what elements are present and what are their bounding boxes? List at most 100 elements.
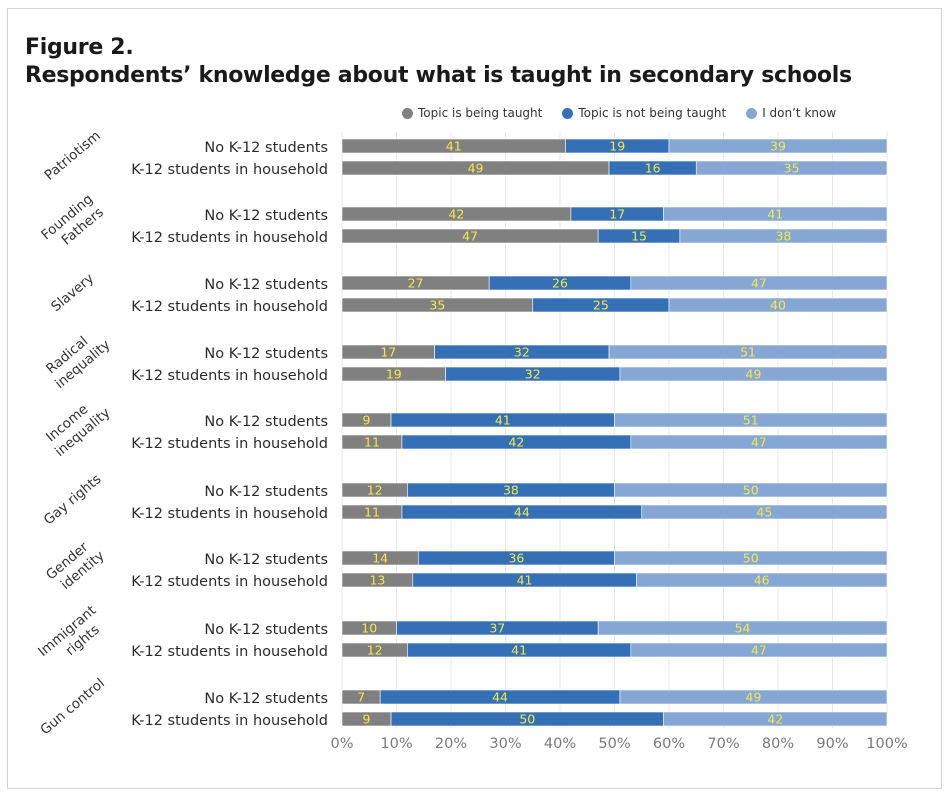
row-label: K-12 students in household (131, 644, 328, 660)
topic-label-line: Patriotism (41, 128, 103, 184)
legend-label-taught: Topic is being taught (418, 106, 543, 120)
bar-value-label: 44 (514, 505, 530, 520)
bar-segment (614, 412, 888, 428)
bar-segment (695, 160, 888, 176)
bar-value-label: 42 (767, 712, 783, 727)
row-label: No K-12 students (204, 140, 328, 156)
figure-card (7, 8, 942, 789)
bar-value-label: 32 (514, 345, 530, 360)
bar-value-label: 38 (503, 483, 519, 498)
topic-label: Slavery (48, 270, 97, 315)
bar-value-label: 50 (743, 551, 759, 566)
bar-value-label: 11 (364, 435, 380, 450)
row-label: No K-12 students (204, 414, 328, 430)
figure-number: Figure 2. (25, 35, 134, 60)
row-label: K-12 students in household (131, 368, 328, 384)
row-label: K-12 students in household (131, 713, 328, 729)
x-tick-label: 0% (330, 736, 353, 752)
legend-label-dont-know: I don’t know (762, 106, 837, 120)
bar-segment (597, 620, 888, 636)
bar-value-label: 41 (767, 207, 783, 222)
bar-value-label: 42 (508, 435, 524, 450)
bar-value-label: 51 (743, 413, 759, 428)
bar-value-label: 46 (754, 573, 770, 588)
bar-value-label: 35 (429, 298, 445, 313)
bar-segment (608, 344, 888, 360)
bar-value-label: 41 (495, 413, 511, 428)
figure-title: Figure 2. Respondents’ knowledge about w… (25, 34, 852, 90)
x-tick-label: 10% (380, 736, 412, 752)
topic-label: Patriotism (41, 128, 103, 184)
x-tick-label: 80% (762, 736, 794, 752)
bar-value-label: 16 (645, 161, 661, 176)
row-label: K-12 students in household (131, 574, 328, 590)
row-label: K-12 students in household (131, 230, 328, 246)
bar-value-label: 50 (519, 712, 535, 727)
chart-legend: Topic is being taught Topic is not being… (402, 106, 836, 120)
bar-value-label: 41 (511, 643, 527, 658)
bar-value-label: 47 (751, 643, 767, 658)
bar-value-label: 17 (380, 345, 396, 360)
bar-segment (630, 642, 888, 658)
bar-segment (663, 711, 888, 727)
row-label: No K-12 students (204, 622, 328, 638)
bar-value-label: 41 (446, 139, 462, 154)
bar-value-label: 38 (775, 229, 791, 244)
bar-value-label: 40 (770, 298, 786, 313)
x-tick-label: 100% (866, 736, 907, 752)
x-tick-label: 70% (707, 736, 739, 752)
row-label: K-12 students in household (131, 162, 328, 178)
bar-value-label: 47 (462, 229, 478, 244)
bar-value-label: 27 (408, 276, 424, 291)
bar-segment (630, 275, 888, 291)
legend-swatch-taught (402, 107, 413, 119)
row-label: K-12 students in household (131, 299, 328, 315)
bar-value-label: 54 (735, 621, 751, 636)
row-label: No K-12 students (204, 346, 328, 362)
bar-segment (668, 297, 888, 313)
bar-value-label: 39 (770, 139, 786, 154)
topic-label-line: Gun control (37, 675, 108, 738)
bar-value-label: 10 (361, 621, 377, 636)
bar-value-label: 25 (593, 298, 609, 313)
bar-value-label: 35 (784, 161, 800, 176)
x-tick-label: 90% (816, 736, 848, 752)
bar-value-label: 49 (746, 367, 762, 382)
x-tick-label: 40% (544, 736, 576, 752)
bar-value-label: 15 (631, 229, 647, 244)
bar-segment (635, 572, 888, 588)
bar-value-label: 12 (367, 483, 383, 498)
bar-value-label: 32 (525, 367, 541, 382)
bar-segment (641, 504, 888, 520)
bar-segment (668, 138, 888, 154)
bar-value-label: 41 (517, 573, 533, 588)
topic-label-line: Gay rights (41, 471, 105, 528)
bar-value-label: 49 (746, 690, 762, 705)
row-label: No K-12 students (204, 691, 328, 707)
x-tick-label: 60% (653, 736, 685, 752)
bar-segment (630, 434, 888, 450)
figure-heading: Respondents’ knowledge about what is tau… (25, 63, 852, 88)
bar-value-label: 7 (357, 690, 365, 705)
bar-value-label: 26 (552, 276, 568, 291)
topic-label: Gun control (37, 675, 108, 738)
row-label: No K-12 students (204, 552, 328, 568)
legend-label-not-taught: Topic is not being taught (578, 106, 727, 120)
row-label: K-12 students in household (131, 506, 328, 522)
bar-value-label: 42 (448, 207, 464, 222)
topic-label: Gay rights (41, 471, 105, 528)
legend-item-taught: Topic is being taught (402, 106, 542, 120)
bar-value-label: 14 (372, 551, 388, 566)
bar-segment (619, 366, 888, 382)
legend-swatch-dont-know (746, 107, 758, 119)
bar-value-label: 44 (492, 690, 508, 705)
bar-value-label: 12 (367, 643, 383, 658)
bar-value-label: 50 (743, 483, 759, 498)
legend-swatch-not-taught (562, 107, 574, 119)
